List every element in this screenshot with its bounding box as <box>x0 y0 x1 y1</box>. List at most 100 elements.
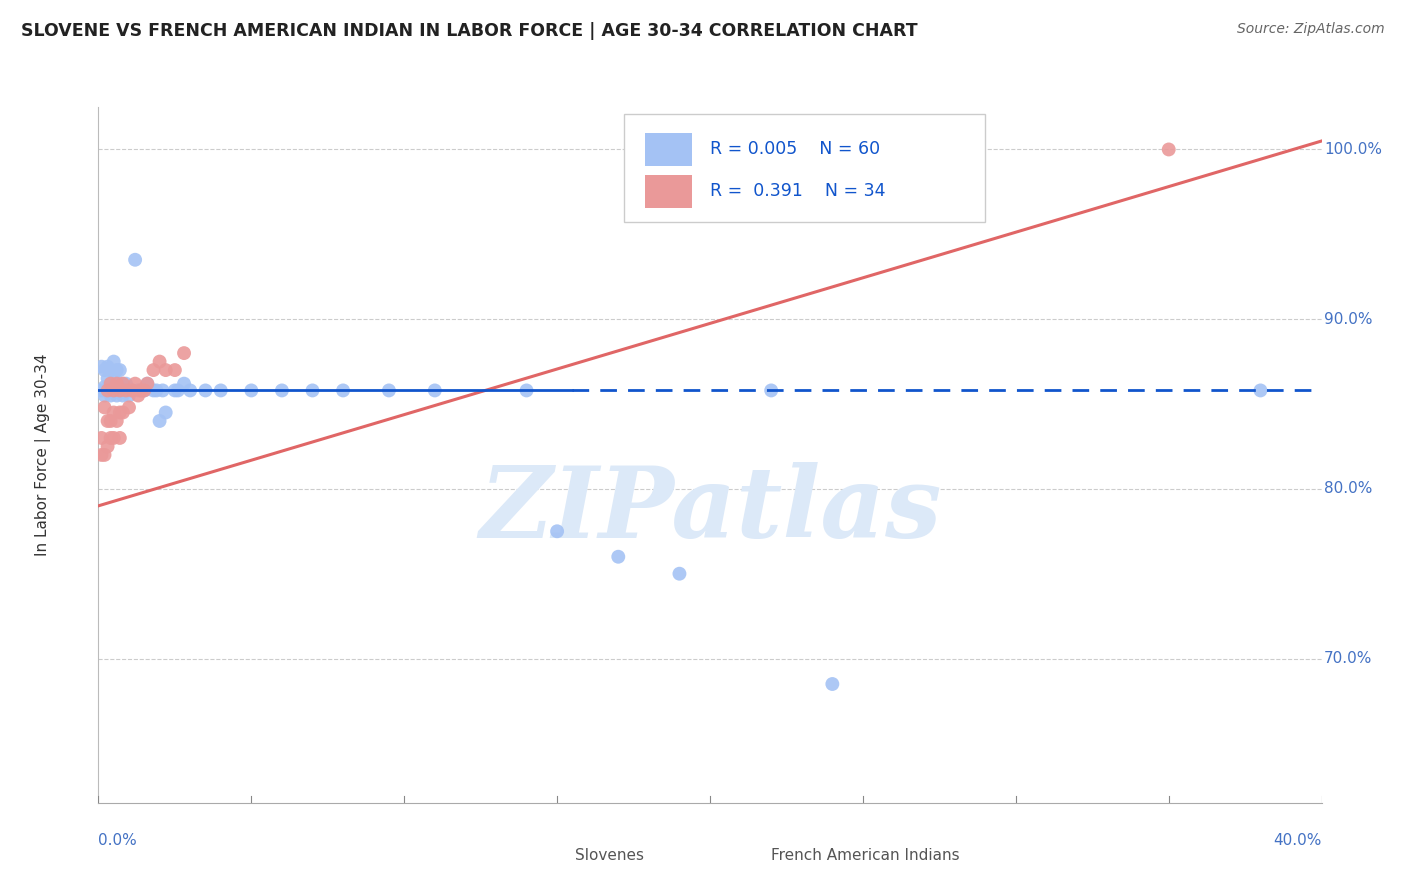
Point <box>546 524 568 539</box>
Point <box>115 376 138 391</box>
FancyBboxPatch shape <box>734 845 762 865</box>
Point <box>129 384 152 398</box>
Point <box>97 384 120 398</box>
Point <box>121 384 143 398</box>
Point <box>108 384 131 398</box>
Point <box>759 384 782 398</box>
Point <box>111 376 134 391</box>
Point <box>167 384 190 398</box>
Text: 80.0%: 80.0% <box>1324 482 1372 496</box>
Point <box>93 401 115 415</box>
Point <box>194 384 217 398</box>
Point <box>97 384 120 398</box>
Point <box>124 376 146 391</box>
Point <box>103 384 125 398</box>
Text: French American Indians: French American Indians <box>772 848 960 863</box>
Point <box>118 401 141 415</box>
Point <box>93 380 115 394</box>
Point <box>111 388 134 402</box>
Text: R =  0.391    N = 34: R = 0.391 N = 34 <box>710 182 886 200</box>
Point <box>93 363 115 377</box>
Point <box>378 384 401 398</box>
Point <box>173 346 195 360</box>
Point <box>97 414 120 428</box>
Point <box>163 363 186 377</box>
Point <box>105 376 128 391</box>
Point <box>97 439 120 453</box>
Point <box>301 384 323 398</box>
Point <box>111 376 134 391</box>
Point <box>134 384 156 398</box>
Point <box>100 376 122 391</box>
Text: 100.0%: 100.0% <box>1324 142 1382 157</box>
Point <box>97 359 120 374</box>
Point <box>118 384 141 398</box>
Point <box>103 384 125 398</box>
Point <box>93 448 115 462</box>
Point <box>108 384 131 398</box>
Point <box>100 384 122 398</box>
Point <box>149 414 172 428</box>
Point <box>129 384 152 398</box>
Point <box>108 384 131 398</box>
Point <box>103 405 125 419</box>
Point <box>127 388 149 402</box>
Point <box>142 384 165 398</box>
Point <box>97 371 120 385</box>
Point <box>118 388 141 402</box>
Text: R = 0.005    N = 60: R = 0.005 N = 60 <box>710 140 880 159</box>
Point <box>145 384 167 398</box>
Point <box>240 384 263 398</box>
Point <box>516 384 538 398</box>
Point <box>100 431 122 445</box>
Point <box>115 384 138 398</box>
Point <box>115 384 138 398</box>
Point <box>105 414 128 428</box>
Point <box>105 376 128 391</box>
Point <box>134 384 156 398</box>
Text: Source: ZipAtlas.com: Source: ZipAtlas.com <box>1237 22 1385 37</box>
Point <box>1249 384 1271 398</box>
Point <box>179 384 201 398</box>
Point <box>103 367 125 381</box>
Point <box>136 376 159 391</box>
Text: Slovenes: Slovenes <box>575 848 644 863</box>
Point <box>821 677 844 691</box>
Text: In Labor Force | Age 30-34: In Labor Force | Age 30-34 <box>35 353 52 557</box>
Point <box>93 388 115 402</box>
FancyBboxPatch shape <box>645 133 692 166</box>
Point <box>108 376 131 391</box>
Point <box>270 384 292 398</box>
Point <box>209 384 232 398</box>
Point <box>111 384 134 398</box>
Point <box>121 384 143 398</box>
Point <box>163 384 186 398</box>
Point <box>423 384 446 398</box>
Point <box>108 405 131 419</box>
FancyBboxPatch shape <box>538 845 565 865</box>
Point <box>105 388 128 402</box>
Text: ZIPatlas: ZIPatlas <box>479 462 941 558</box>
Point <box>155 363 177 377</box>
Point <box>97 384 120 398</box>
Point <box>100 388 122 402</box>
Point <box>108 431 131 445</box>
Point <box>136 376 159 391</box>
Point <box>90 384 112 398</box>
Point <box>332 384 354 398</box>
Point <box>100 376 122 391</box>
Text: 90.0%: 90.0% <box>1324 311 1372 326</box>
FancyBboxPatch shape <box>624 114 986 222</box>
Point <box>105 363 128 377</box>
Point <box>668 566 690 581</box>
Point <box>127 384 149 398</box>
Point <box>90 431 112 445</box>
Text: 40.0%: 40.0% <box>1274 833 1322 848</box>
Point <box>607 549 630 564</box>
Point <box>90 448 112 462</box>
Point <box>142 363 165 377</box>
Text: SLOVENE VS FRENCH AMERICAN INDIAN IN LABOR FORCE | AGE 30-34 CORRELATION CHART: SLOVENE VS FRENCH AMERICAN INDIAN IN LAB… <box>21 22 918 40</box>
Point <box>173 376 195 391</box>
Point <box>103 431 125 445</box>
Text: 70.0%: 70.0% <box>1324 651 1372 666</box>
